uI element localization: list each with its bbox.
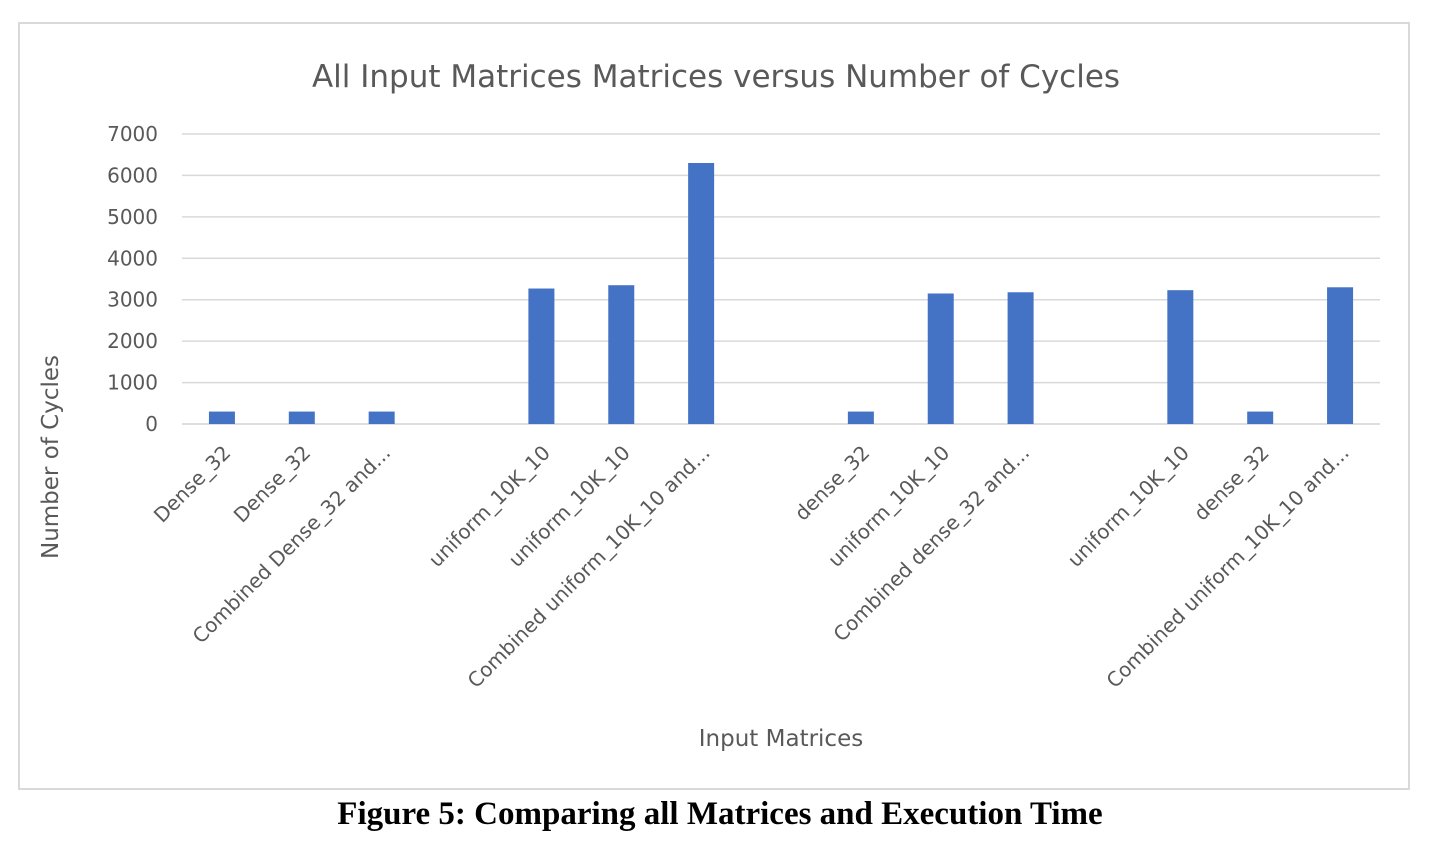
bar bbox=[927, 293, 954, 424]
y-tick-label: 1000 bbox=[107, 371, 158, 395]
y-axis-ticks: 0 1000 2000 3000 4000 5000 6000 7000 bbox=[107, 122, 158, 436]
x-tick-label: Dense_32 bbox=[229, 441, 316, 528]
chart-title: All Input Matrices Matrices versus Numbe… bbox=[312, 59, 1120, 95]
bar bbox=[368, 411, 395, 424]
gridlines bbox=[182, 133, 1380, 425]
x-tick-label: Dense_32 bbox=[149, 441, 236, 528]
x-tick-label: uniform_10K_10 bbox=[1063, 441, 1194, 572]
y-axis-title: Number of Cycles bbox=[38, 355, 64, 559]
bar bbox=[608, 285, 635, 424]
y-tick-label: 7000 bbox=[107, 122, 158, 146]
bar bbox=[208, 411, 235, 424]
bar bbox=[288, 411, 315, 424]
y-tick-label: 4000 bbox=[107, 246, 158, 270]
chart-frame: All Input Matrices Matrices versus Numbe… bbox=[18, 22, 1410, 790]
x-tick-label: dense_32 bbox=[790, 441, 875, 526]
y-tick-label: 3000 bbox=[107, 288, 158, 312]
bar bbox=[1327, 287, 1354, 424]
bar bbox=[1007, 292, 1034, 424]
bar bbox=[847, 411, 874, 424]
x-tick-label: dense_32 bbox=[1189, 441, 1274, 526]
bar bbox=[1167, 290, 1194, 424]
figure-caption: Figure 5: Comparing all Matrices and Exe… bbox=[337, 796, 1103, 832]
bar bbox=[528, 288, 555, 424]
bar bbox=[1247, 411, 1274, 424]
y-tick-label: 5000 bbox=[107, 205, 158, 229]
y-tick-label: 6000 bbox=[107, 163, 158, 187]
x-axis-title: Input Matrices bbox=[699, 726, 863, 752]
y-tick-label: 2000 bbox=[107, 329, 158, 353]
y-tick-label: 0 bbox=[145, 412, 158, 436]
bars bbox=[208, 163, 1354, 424]
bar bbox=[688, 163, 715, 424]
bar-chart: All Input Matrices Matrices versus Numbe… bbox=[38, 59, 1380, 752]
